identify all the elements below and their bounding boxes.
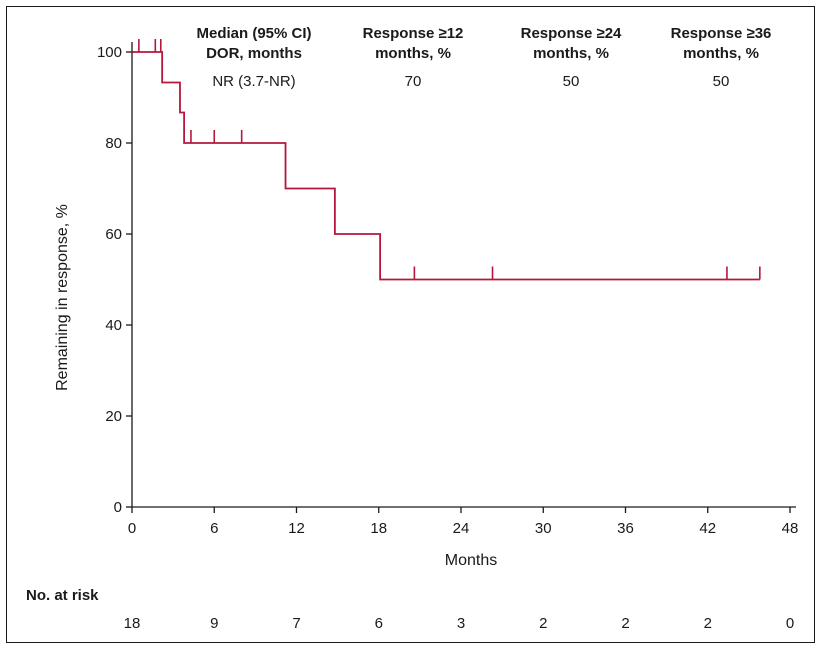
x-tick-label: 24	[453, 520, 470, 537]
figure-frame	[6, 6, 815, 643]
y-tick-label: 40	[105, 317, 122, 334]
at-risk-value: 0	[786, 615, 794, 632]
y-tick-label: 20	[105, 408, 122, 425]
km-step-line	[132, 51, 760, 281]
summary-value: 70	[405, 73, 422, 90]
summary-header: months, %	[533, 45, 609, 62]
summary-header: Response ≥36	[671, 25, 772, 42]
at-risk-value: 6	[375, 615, 383, 632]
summary-value: 50	[563, 73, 580, 90]
x-tick-label: 30	[535, 520, 552, 537]
x-tick-label: 0	[128, 520, 136, 537]
summary-header: DOR, months	[206, 45, 302, 62]
x-tick-label: 18	[370, 520, 387, 537]
x-axis-title: Months	[445, 552, 497, 569]
at-risk-value: 3	[457, 615, 465, 632]
axes: 0 6 12 18 24 30 36 42 48 0 20 40 60 80 100 Months Remain…	[54, 42, 798, 569]
y-tick-label: 80	[105, 135, 122, 152]
at-risk-value: 2	[539, 615, 547, 632]
at-risk-title: No. at risk	[26, 587, 99, 604]
x-tick-label: 42	[699, 520, 716, 537]
summary-header: Median (95% CI)	[196, 25, 311, 42]
at-risk-value: 2	[621, 615, 629, 632]
at-risk-table: No. at risk 18 9 7 6 3 2 2 2 0	[26, 587, 794, 632]
x-tick-label: 12	[288, 520, 305, 537]
at-risk-value: 9	[210, 615, 218, 632]
y-axis-title: Remaining in response, %	[54, 204, 71, 391]
x-tick-label: 48	[782, 520, 799, 537]
at-risk-value: 2	[704, 615, 712, 632]
at-risk-value: 18	[124, 615, 141, 632]
summary-header: Response ≥24	[521, 25, 622, 42]
summary-table: Median (95% CI) DOR, months NR (3.7-NR) Res…	[196, 25, 771, 90]
summary-header: months, %	[683, 45, 759, 62]
km-curve	[132, 51, 760, 281]
x-tick-label: 6	[210, 520, 218, 537]
summary-header: Response ≥12	[363, 25, 464, 42]
summary-value: 50	[713, 73, 730, 90]
y-tick-label: 100	[97, 44, 122, 61]
y-tick-label: 0	[114, 499, 122, 516]
censor-marks	[138, 39, 761, 280]
summary-header: months, %	[375, 45, 451, 62]
summary-value: NR (3.7-NR)	[212, 73, 295, 90]
y-tick-label: 60	[105, 226, 122, 243]
x-tick-label: 36	[617, 520, 634, 537]
at-risk-value: 7	[292, 615, 300, 632]
